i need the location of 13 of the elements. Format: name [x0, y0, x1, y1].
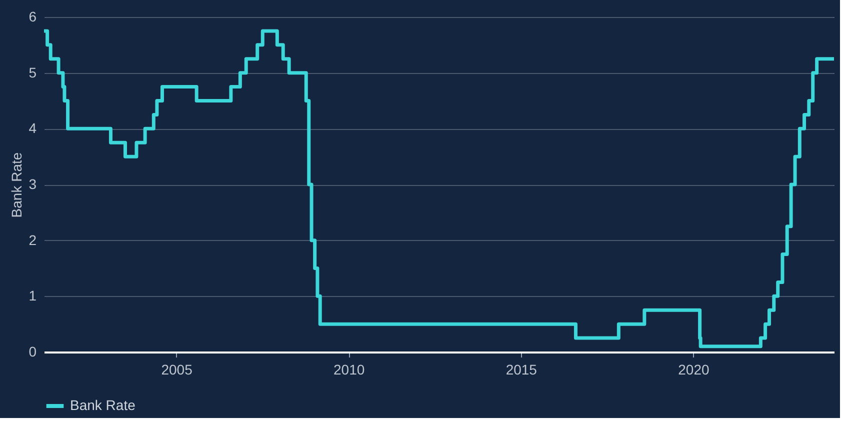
legend-label: Bank Rate: [70, 397, 136, 413]
x-tick-label: 2005: [161, 362, 193, 378]
x-tick-label: 2015: [506, 362, 538, 378]
y-tick-label: 0: [28, 344, 37, 360]
y-tick-label: 6: [28, 8, 37, 24]
y-axis-title: Bank Rate: [8, 152, 25, 218]
y-tick-label: 4: [28, 120, 37, 136]
y-tick-label: 3: [28, 176, 37, 192]
x-tick-label: 2020: [678, 362, 710, 378]
y-tick-label: 1: [28, 288, 37, 304]
x-tick-label: 2010: [334, 362, 365, 378]
y-tick-label: 2: [28, 232, 37, 248]
y-tick-label: 5: [28, 64, 37, 80]
